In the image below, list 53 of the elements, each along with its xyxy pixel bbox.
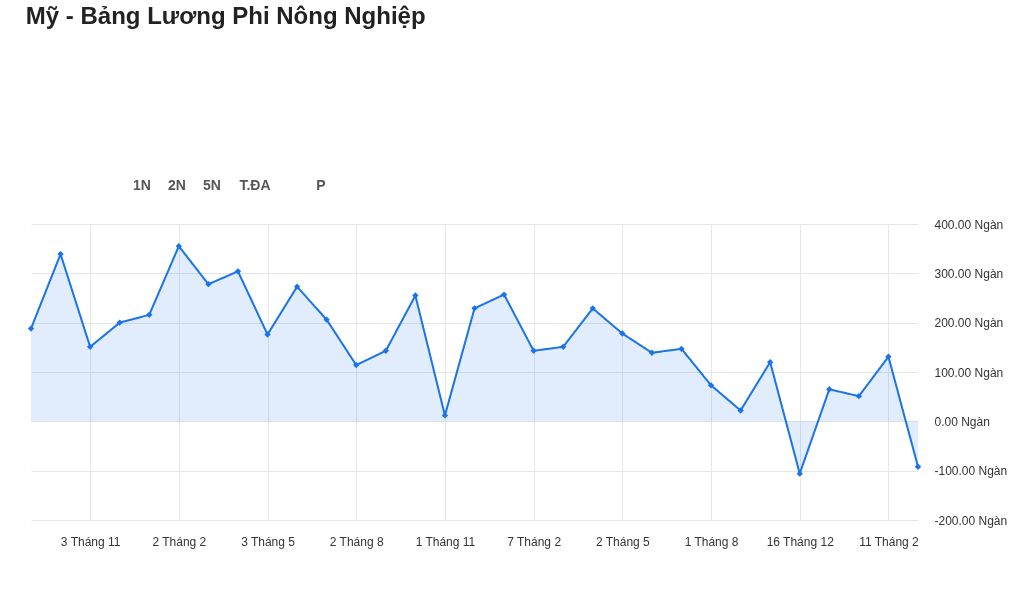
y-tick-label: -100.00 Ngàn [934, 464, 1008, 479]
text: P [316, 177, 326, 193]
point [382, 347, 389, 354]
x-tick-label: 3 Tháng 5 [241, 534, 296, 549]
point [293, 283, 301, 290]
point [441, 412, 449, 419]
point [146, 311, 153, 318]
point [707, 382, 715, 389]
x-tick-label: 1 Tháng 8 [684, 534, 739, 549]
point [648, 349, 656, 356]
x-tick-label: 3 Tháng 11 [60, 534, 121, 549]
point [530, 347, 537, 354]
point [885, 353, 892, 360]
point [175, 243, 182, 250]
y-tick-label: 0.00 Ngàn [934, 414, 990, 429]
point [412, 292, 419, 299]
x-tick-label: 7 Tháng 2 [507, 534, 562, 549]
point [619, 330, 626, 337]
point [116, 319, 123, 326]
x-tick-label: 11 Tháng 2 [859, 534, 920, 549]
point [264, 331, 271, 338]
point [560, 343, 567, 350]
point [205, 281, 212, 288]
point [86, 343, 94, 350]
point [826, 386, 833, 393]
point [27, 325, 35, 332]
x-tick-label: 16 Tháng 12 [766, 534, 835, 549]
x-tick-label: 1 Tháng 11 [415, 534, 476, 549]
point [353, 361, 360, 369]
point [767, 358, 774, 366]
point [678, 345, 685, 352]
x-tick-label: 2 Tháng 2 [152, 534, 207, 549]
point [500, 291, 508, 298]
point [914, 463, 922, 470]
point [471, 305, 478, 312]
y-tick-label: 100.00 Ngàn [934, 365, 1004, 380]
point [234, 268, 242, 275]
point [737, 407, 744, 414]
chart-title: Mỹ - Bảng Lương Phi Nông Nghiệp [25, 2, 426, 29]
text: 2N [168, 177, 186, 193]
point [855, 393, 863, 400]
x-tick-label: 2 Tháng 8 [329, 534, 384, 549]
point [589, 305, 596, 312]
text: 1N [133, 177, 151, 193]
x-tick-label: 2 Tháng 5 [595, 534, 651, 549]
y-tick-label: 400.00 Ngàn [934, 217, 1004, 232]
y-tick-label: -200.00 Ngàn [934, 513, 1008, 528]
y-tick-label: 200.00 Ngàn [934, 316, 1004, 331]
text: 5N [203, 177, 221, 193]
point [323, 316, 330, 323]
point [796, 470, 803, 477]
text: T.ĐA [239, 177, 271, 193]
y-tick-label: 300.00 Ngàn [934, 266, 1004, 281]
